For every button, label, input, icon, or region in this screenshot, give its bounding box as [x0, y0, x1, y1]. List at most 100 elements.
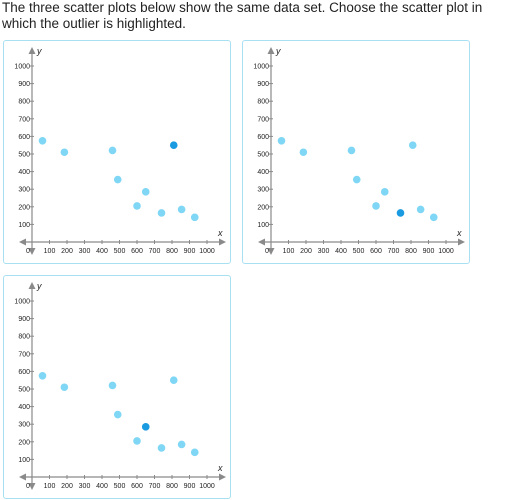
chart-1-x-axis-arrow — [219, 238, 226, 246]
chart-1-x-tick-label: 500 — [114, 248, 126, 255]
chart-2-x-tick-label: 400 — [335, 248, 347, 255]
chart-3-data-point — [157, 444, 166, 452]
question-text: The three scatter plots below show the s… — [2, 0, 483, 31]
chart-3-y-tick-label: 100 — [18, 457, 30, 464]
chart-1-data-point — [141, 188, 150, 196]
chart-2-y-tick-label: 900 — [257, 81, 269, 88]
chart-2-data-point — [277, 137, 286, 145]
chart-3-x-tick-label: 1000 — [199, 483, 215, 490]
chart-2-x-tick-label: 900 — [423, 248, 435, 255]
chart-1-highlighted-point — [169, 141, 178, 149]
chart-2-y-tick-label: 500 — [257, 152, 269, 159]
chart-2-x-tick-label: 100 — [283, 248, 295, 255]
chart-1-data-point — [113, 175, 122, 184]
chart-2-y-tick-label: 600 — [257, 134, 269, 141]
chart-1-y-tick-label: 800 — [18, 99, 30, 106]
chart-1-x-tick-label: 900 — [184, 248, 196, 255]
scatter-plot-1: xy0 100 200 300 400 500 600 700 800 900 1000100200… — [14, 46, 226, 255]
chart-3-data-point — [38, 372, 47, 380]
chart-1-y-tick-label: 200 — [18, 204, 30, 211]
chart-1-y-tick-label: 300 — [18, 187, 30, 194]
chart-2-x-axis-label: x — [456, 228, 462, 238]
chart-3-data-point — [113, 410, 122, 419]
chart-3-x-tick-label: 300 — [79, 483, 91, 490]
chart-1-y-tick-label: 1000 — [14, 64, 30, 71]
chart-3-highlighted-point — [141, 423, 150, 431]
scatter-plot-3: xy0 100 200 300 400 500 600 700 800 900 1000100200… — [14, 281, 226, 490]
chart-2-data-point — [352, 175, 361, 184]
chart-3-data-point — [177, 440, 186, 449]
chart-3-y-tick-label: 900 — [18, 316, 30, 323]
chart-2-data-point — [347, 146, 356, 155]
chart-1-y-axis-arrow-bottom — [28, 248, 36, 255]
scatter-plot-option-2[interactable]: x y 0 100 200 300 400 500 600 700 800 900 1000 100 200… — [242, 40, 470, 264]
chart-3-y-tick-label: 400 — [18, 404, 30, 411]
chart-3-y-axis-arrow-bottom — [28, 483, 36, 490]
chart-3-data-point — [108, 381, 117, 390]
chart-1-x-axis-arrow-left — [19, 238, 26, 246]
chart-2-x-tick-label: 0 — [265, 248, 269, 255]
chart-2-y-tick-label: 800 — [257, 99, 269, 106]
chart-3-x-axis-label: x — [217, 463, 223, 473]
chart-1-x-tick-label: 0 — [26, 248, 30, 255]
chart-3-x-tick-label: 500 — [114, 483, 126, 490]
chart-1-y-tick-label: 100 — [18, 222, 30, 229]
chart-2-data-point — [372, 202, 380, 210]
chart-3-y-tick-label: 200 — [18, 439, 30, 446]
chart-1-y-tick-label: 400 — [18, 169, 30, 176]
chart-1-x-axis-label: x — [217, 228, 223, 238]
chart-3-data-point — [133, 437, 141, 445]
chart-3-y-tick-label: 600 — [18, 369, 30, 376]
chart-3-x-tick-label: 600 — [131, 483, 143, 490]
chart-3-data-point — [190, 448, 199, 457]
chart-3-x-tick-label: 0 — [26, 483, 30, 490]
chart-3-y-tick-label: 500 — [18, 387, 30, 394]
chart-3-x-tick-label: 200 — [61, 483, 73, 490]
chart-1-x-tick-label: 300 — [79, 248, 91, 255]
chart-2-x-tick-label: 600 — [370, 248, 382, 255]
chart-2-y-tick-label: 1000 — [253, 64, 269, 71]
chart-2-x-tick-label: 300 — [318, 248, 330, 255]
chart-1-x-tick-label: 700 — [149, 248, 161, 255]
chart-1-x-tick-label: 400 — [96, 248, 108, 255]
chart-3-data-point — [169, 376, 178, 384]
chart-2-data-point — [429, 213, 438, 222]
chart-1-data-point — [177, 205, 186, 214]
chart-3-y-axis-label: y — [36, 281, 42, 291]
chart-2-x-axis-arrow — [458, 238, 465, 246]
chart-3-data-point — [60, 383, 69, 392]
chart-2-y-tick-label: 700 — [257, 116, 269, 123]
chart-1-x-tick-label: 1000 — [199, 248, 215, 255]
chart-2-data-point — [299, 148, 308, 157]
chart-3-x-axis-arrow — [219, 473, 226, 481]
chart-3-x-tick-label: 800 — [166, 483, 178, 490]
chart-1-y-axis-arrow — [28, 47, 36, 54]
chart-2-x-tick-label: 1000 — [438, 248, 454, 255]
chart-2-data-point — [416, 205, 425, 214]
chart-1-data-point — [190, 213, 199, 222]
chart-2-highlighted-point — [396, 209, 405, 217]
chart-2-y-tick-label: 100 — [257, 222, 269, 229]
chart-3-x-axis-arrow-left — [19, 473, 26, 481]
chart-1-x-tick-label: 800 — [166, 248, 178, 255]
scatter-plot-option-1[interactable]: x y 0 100 200 300 400 500 600 700 800 900 1000 100 200… — [3, 40, 231, 264]
chart-2-y-axis-arrow — [267, 47, 275, 54]
chart-3-y-tick-label: 300 — [18, 422, 30, 429]
chart-3-y-tick-label: 1000 — [14, 299, 30, 306]
chart-2-data-point — [380, 188, 389, 196]
chart-3-y-tick-label: 700 — [18, 351, 30, 358]
scatter-plot-option-3[interactable]: x y 0 100 200 300 400 500 600 700 800 900 1000 100 200… — [3, 275, 231, 499]
chart-1-y-tick-label: 700 — [18, 116, 30, 123]
chart-2-y-axis-arrow-bottom — [267, 248, 275, 255]
chart-1-data-point — [38, 137, 47, 145]
chart-2-y-tick-label: 200 — [257, 204, 269, 211]
chart-2-x-axis-arrow-left — [258, 238, 265, 246]
chart-3-x-tick-label: 700 — [149, 483, 161, 490]
chart-3-y-axis-arrow — [28, 282, 36, 289]
chart-1-data-point — [157, 209, 166, 217]
chart-1-data-point — [60, 148, 69, 157]
chart-1-y-tick-label: 600 — [18, 134, 30, 141]
chart-1-y-tick-label: 900 — [18, 81, 30, 88]
chart-1-x-tick-label: 600 — [131, 248, 143, 255]
chart-2-data-point — [408, 141, 417, 149]
